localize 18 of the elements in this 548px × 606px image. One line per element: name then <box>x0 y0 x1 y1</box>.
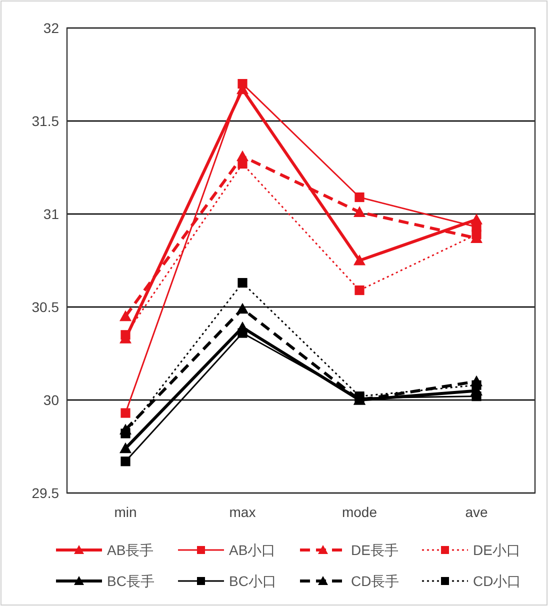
y-tick-label: 31 <box>43 206 60 222</box>
y-tick-label: 30 <box>43 392 60 408</box>
legend-label: BC長手 <box>107 573 154 589</box>
legend-label: AB長手 <box>107 542 154 558</box>
y-tick-label: 31.5 <box>32 113 60 129</box>
legend-label: CD小口 <box>473 573 522 589</box>
y-tick-label: 29.5 <box>32 485 60 501</box>
legend-label: CD長手 <box>351 573 400 589</box>
y-tick-label: 32 <box>43 20 60 36</box>
x-tick-label: min <box>114 504 137 520</box>
legend-label: AB小口 <box>229 542 276 558</box>
x-tick-label: max <box>229 504 256 520</box>
x-tick-label: mode <box>342 504 378 520</box>
y-tick-label: 30.5 <box>32 299 60 315</box>
x-tick-label: ave <box>465 504 488 520</box>
legend-label: DE長手 <box>351 542 398 558</box>
legend-label: BC小口 <box>229 573 276 589</box>
legend-label: DE小口 <box>473 542 520 558</box>
